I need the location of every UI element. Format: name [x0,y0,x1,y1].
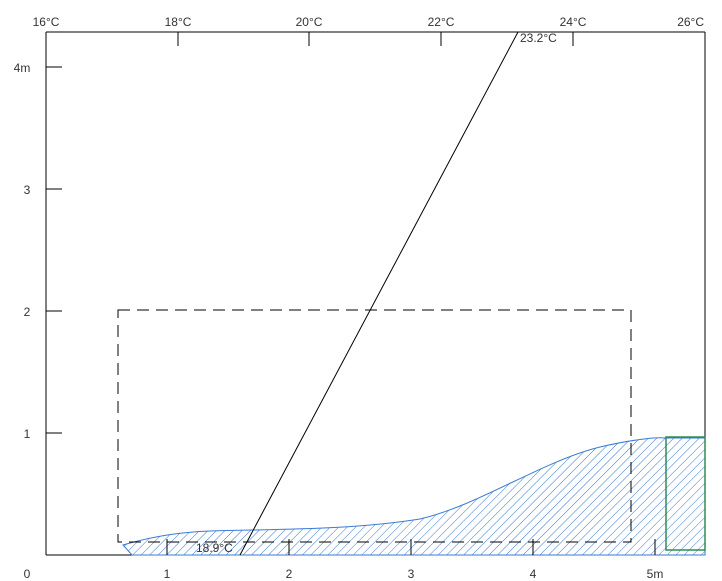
temperature-tick-label: 18°C [165,15,192,29]
temperature-tick-label: 22°C [428,15,455,29]
gradient-top-temperature-label: 23.2°C [520,31,557,45]
height-tick-label: 1 [24,427,31,441]
height-tick-label: 2 [24,305,31,319]
height-tick-label: 3 [24,183,31,197]
distance-tick-label: 3 [408,567,415,581]
height-axis: 0 1 2 3 4m [14,61,62,581]
temperature-axis: 16°C 18°C 20°C 22°C 24°C 26°C [33,15,704,46]
distance-tick-label: 2 [286,567,293,581]
green-outline-box [665,436,706,551]
distance-axis: 1 2 3 4 5m [164,539,664,581]
temperature-tick-label: 24°C [560,15,587,29]
height-tick-label: 4m [14,61,31,75]
temperature-tick-label: 16°C [33,15,60,29]
temperature-tick-label: 26°C [677,15,704,29]
temperature-tick-label: 20°C [296,15,323,29]
hatched-floor-region [122,437,706,556]
temperature-gradient-line [239,31,519,556]
distance-tick-label: 5m [647,567,664,581]
distance-tick-label: 4 [530,567,537,581]
distance-tick-label: 1 [164,567,171,581]
gradient-bottom-temperature-label: 18.9°C [196,541,233,555]
dashed-zone-rectangle [117,309,632,543]
height-tick-label: 0 [24,567,31,581]
